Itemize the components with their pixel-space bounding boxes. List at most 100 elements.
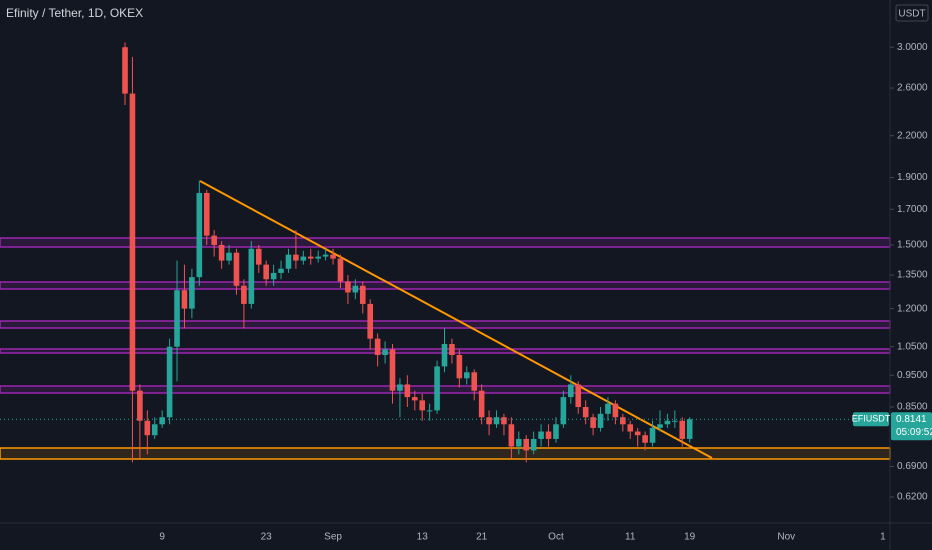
candle-body — [129, 93, 136, 391]
currency[interactable]: USDT — [898, 9, 925, 20]
candle-body — [612, 403, 619, 418]
currency-box[interactable] — [895, 4, 929, 22]
x-tick-label: 19 — [684, 532, 696, 543]
candle-body — [218, 244, 225, 261]
candle-body — [568, 384, 574, 398]
x-tick-label: 9 — [159, 532, 165, 543]
y-tick-label: 1.9000 — [897, 172, 928, 183]
x-tick-label: Oct — [548, 532, 564, 543]
candle-body — [486, 417, 492, 425]
candle-body — [411, 397, 418, 401]
candle-body — [345, 281, 351, 293]
candle-body — [159, 417, 165, 425]
candle-body — [248, 248, 255, 304]
y-tick-label: 1.2000 — [897, 303, 928, 314]
candle-body — [478, 390, 485, 418]
candle-body — [627, 424, 634, 432]
candle-body — [352, 285, 359, 293]
symbol-box — [853, 412, 889, 427]
candle-body — [144, 420, 151, 436]
candle-body — [590, 417, 596, 428]
x-tick-label: 11 — [625, 532, 636, 543]
candle-body — [664, 420, 671, 425]
candle-body — [426, 410, 433, 412]
candle-body — [122, 47, 128, 94]
candle-body — [397, 384, 403, 391]
candle-body — [679, 420, 686, 439]
candle-body — [672, 420, 678, 422]
y-tick-label: 0.9500 — [897, 370, 928, 381]
zone — [0, 447, 891, 460]
candle-body — [226, 252, 232, 261]
y-tick-label: 1.7000 — [897, 204, 928, 215]
candle-body — [367, 303, 374, 339]
candle-body — [597, 413, 604, 428]
countdown-label: 05:09:52 — [896, 427, 932, 438]
candle-body — [657, 424, 663, 428]
candle-body — [137, 390, 143, 421]
candle-body — [419, 400, 426, 411]
candle-body — [307, 256, 314, 259]
candle-body — [620, 417, 626, 425]
candle-body — [278, 268, 284, 273]
candle-body — [241, 285, 247, 304]
trend-line — [199, 180, 713, 459]
y-tick-label: 0.6900 — [897, 461, 928, 472]
candle-body — [300, 256, 307, 261]
candle-body — [181, 290, 188, 309]
candle-body — [649, 427, 656, 443]
candle-body — [404, 384, 411, 398]
candle-body — [523, 438, 530, 451]
price-box — [891, 412, 932, 441]
candle-body — [285, 254, 292, 269]
candle-body — [203, 192, 210, 236]
candle-body — [634, 431, 641, 436]
candle-body — [449, 344, 455, 355]
candle-body — [293, 254, 299, 261]
candle-body — [255, 248, 262, 265]
x-tick-label: Nov — [777, 532, 795, 543]
candle-body — [471, 372, 478, 391]
candle-body — [501, 417, 507, 425]
candle-body — [389, 349, 396, 391]
candle-body — [233, 252, 240, 286]
candle-body — [359, 285, 366, 304]
x-tick-label: 1 — [880, 532, 886, 543]
candle-body — [530, 438, 537, 451]
candle-body — [456, 354, 463, 379]
candle-body — [151, 424, 158, 436]
candle-body — [434, 366, 440, 411]
candle-body — [463, 372, 470, 379]
candle-body — [582, 406, 589, 418]
x-tick-label: 23 — [261, 532, 273, 543]
plot — [0, 42, 890, 463]
candle-body — [211, 235, 217, 245]
symbol-label: EFIUSDT — [852, 414, 891, 424]
candle-body — [382, 349, 388, 355]
y-tick-label: 0.8500 — [897, 402, 928, 413]
candle-body — [516, 438, 522, 447]
candle-body — [545, 431, 552, 439]
candle-body — [508, 424, 515, 447]
y-tick-label: 1.3500 — [897, 270, 928, 281]
candle-body — [189, 277, 195, 309]
candle-body — [686, 419, 693, 439]
y-tick-label: 2.2000 — [897, 130, 928, 141]
candle-body — [493, 417, 500, 425]
y-tick-label: 1.0500 — [897, 341, 928, 352]
candle-body — [174, 290, 180, 347]
candle-body — [315, 256, 321, 259]
chart-title: Efinity / Tether, 1D, OKEX — [6, 6, 143, 20]
candle-body — [553, 424, 559, 439]
candle-body — [605, 403, 611, 414]
y-tick-label: 1.5000 — [897, 240, 928, 251]
candle-body — [575, 384, 582, 407]
candle-body — [166, 346, 173, 418]
candle-body — [642, 435, 648, 443]
candle-body — [337, 258, 344, 282]
candle-body — [263, 264, 269, 280]
price-label: 0.8141 — [896, 414, 927, 425]
x-tick-label: Sep — [324, 532, 342, 543]
